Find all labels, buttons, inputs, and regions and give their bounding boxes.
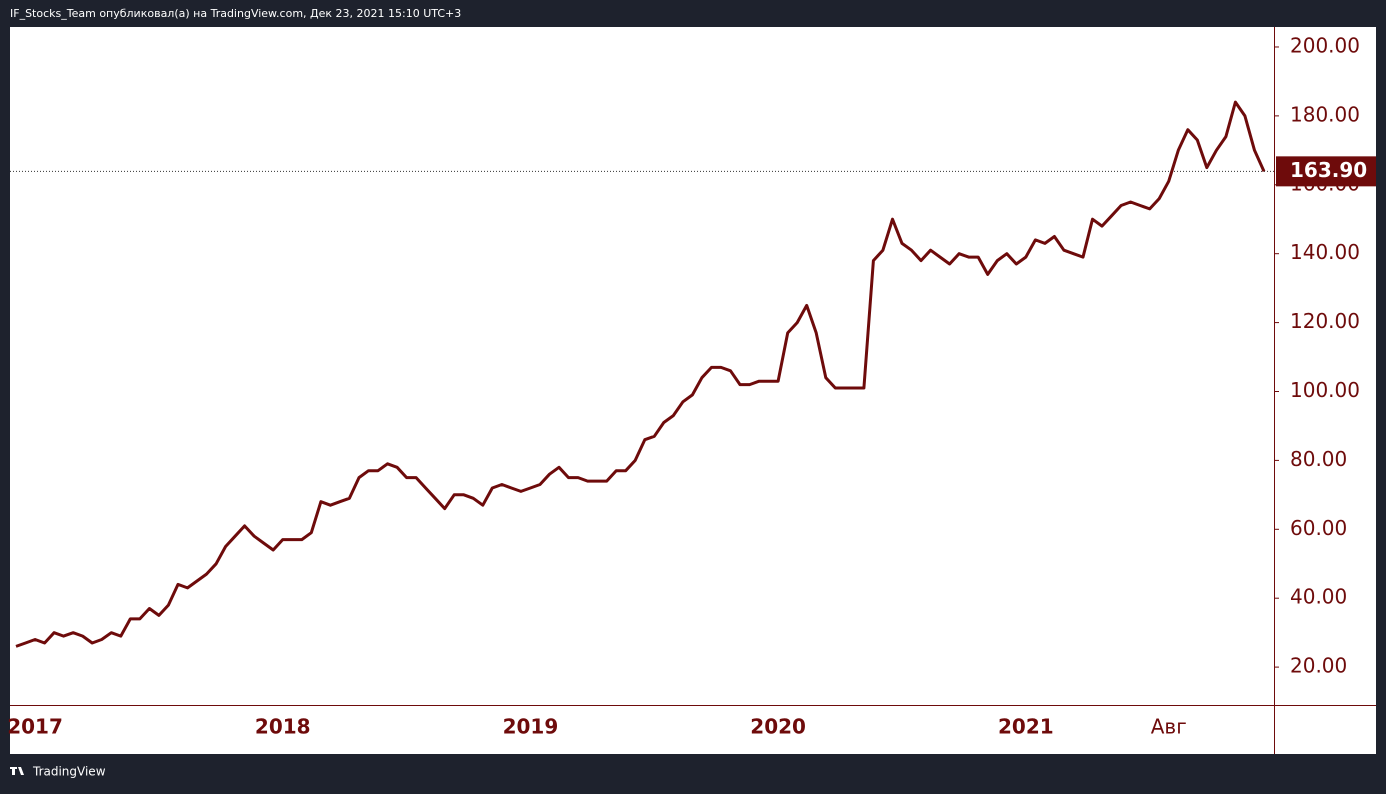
y-tick-label: 100.00	[1290, 378, 1360, 402]
x-tick-label: Авг	[1151, 715, 1187, 739]
last-price-box	[1276, 156, 1376, 187]
y-tick-label: 140.00	[1290, 240, 1360, 264]
y-tick-label: 40.00	[1290, 585, 1347, 609]
footer-logo	[10, 767, 24, 775]
y-tick-label: 200.00	[1290, 33, 1360, 57]
y-tick-label: 80.00	[1290, 447, 1347, 471]
x-tick-label: 2019	[503, 715, 559, 739]
footer: TradingView	[32, 765, 106, 779]
y-tick-label: 20.00	[1290, 654, 1347, 678]
y-tick-label: 180.00	[1290, 102, 1360, 126]
y-tick-label: 120.00	[1290, 309, 1360, 333]
price-line	[15, 100, 1266, 648]
x-tick-label: 2021	[998, 715, 1054, 739]
x-tick-label: 2018	[255, 715, 311, 739]
y-tick-label: 60.00	[1290, 516, 1347, 540]
header: IF_Stocks_Team опубликовал(а) на Trading…	[10, 7, 461, 20]
last-price-label: 163.90	[1290, 158, 1367, 182]
chart-panel	[10, 27, 1376, 754]
x-tick-label: 2020	[750, 715, 806, 739]
x-tick-label: 2017	[7, 715, 63, 739]
